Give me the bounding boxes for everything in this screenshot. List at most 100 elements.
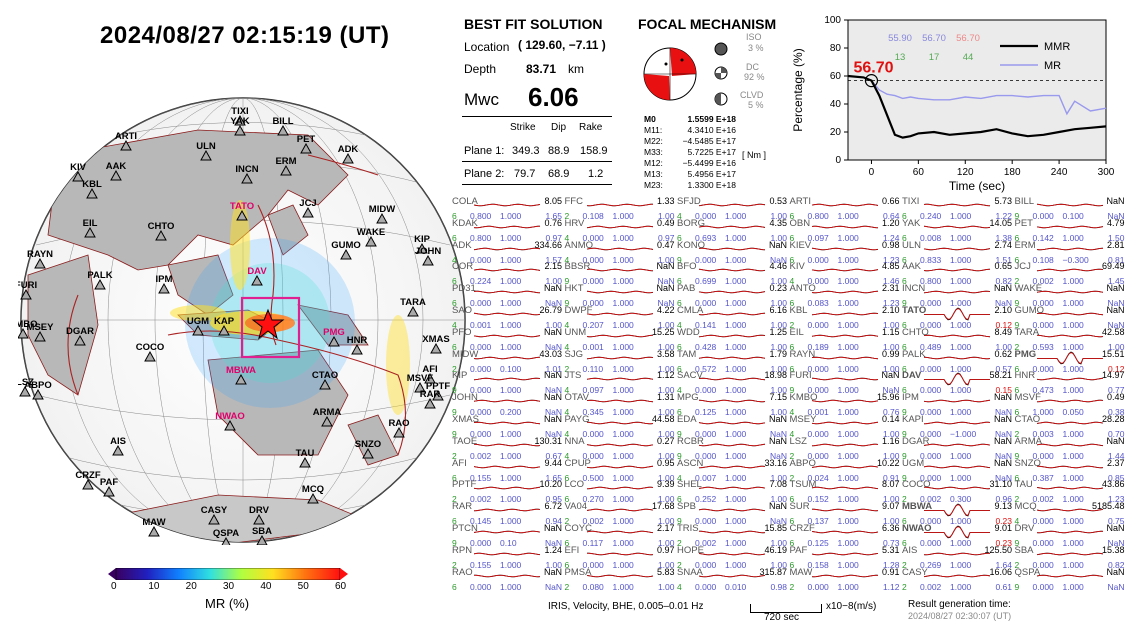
station-trace-ptcn[interactable]: PTCN NaN 9 0.000 0.10 NaN <box>452 523 562 549</box>
station-marker-rao[interactable] <box>393 426 405 438</box>
station-marker-mcq[interactable] <box>307 492 319 504</box>
station-trace-aak[interactable]: AAK 0.65 6 0.800 1.000 0.82 <box>902 261 1012 287</box>
station-marker-tato[interactable] <box>236 209 248 221</box>
station-trace-john[interactable]: JOHN NaN 9 0.000 0.200 NaN <box>452 392 562 418</box>
station-marker-jcj[interactable] <box>302 206 314 218</box>
station-marker-rayn[interactable] <box>34 257 46 269</box>
station-trace-ipm[interactable]: IPM NaN 9 0.000 1.000 NaN <box>902 392 1012 418</box>
station-trace-nwao[interactable]: NWAO 9.01 6 0.000 1.000 0.23 <box>902 523 1012 549</box>
station-trace-rcbr[interactable]: RCBR NaN 9 0.000 1.000 NaN <box>677 436 787 462</box>
station-marker-snzo[interactable] <box>362 447 374 459</box>
station-marker-incn[interactable] <box>241 172 253 184</box>
station-trace-paf[interactable]: PAF 5.31 6 0.158 1.000 1.28 <box>790 545 900 571</box>
station-trace-va04[interactable]: VA04 17.68 2 0.002 1.000 1.00 <box>565 501 675 527</box>
station-marker-adk[interactable] <box>342 152 354 164</box>
station-trace-cola[interactable]: COLA 8.05 6 0.800 1.000 1.65 <box>452 196 562 222</box>
station-trace-xmas[interactable]: XMAS NaN 9 0.000 1.000 NaN <box>452 414 562 440</box>
station-trace-ascn[interactable]: ASCN 33.16 4 0.007 1.000 1.00 <box>677 458 787 484</box>
station-trace-kiv[interactable]: KIV 4.85 4 0.000 1.000 1.46 <box>790 261 900 287</box>
station-trace-wake[interactable]: WAKE NaN 9 0.000 1.000 NaN <box>1015 283 1125 309</box>
station-marker-xmas[interactable] <box>430 342 442 354</box>
station-trace-kono[interactable]: KONO NaN 9 0.000 1.000 NaN <box>677 240 787 266</box>
station-marker-aak[interactable] <box>110 169 122 181</box>
station-trace-bill[interactable]: BILL NaN 9 0.000 0.100 NaN <box>1015 196 1125 222</box>
station-trace-midw[interactable]: MIDW 43.03 2 0.000 0.100 1.01 <box>452 349 562 375</box>
station-trace-adk[interactable]: ADK 334.66 4 0.000 1.000 1.57 <box>452 240 562 266</box>
station-marker-chto[interactable] <box>155 229 167 241</box>
station-trace-coyc[interactable]: COYC 2.17 6 0.117 1.000 1.00 <box>565 523 675 549</box>
station-marker-afi[interactable] <box>424 372 436 384</box>
station-trace-rao[interactable]: RAO NaN 6 0.000 1.000 NaN <box>452 567 562 593</box>
station-trace-dgar[interactable]: DGAR NaN 9 0.000 1.000 NaN <box>902 436 1012 462</box>
station-trace-sao[interactable]: SAO 26.79 4 0.001 1.000 1.00 <box>452 305 562 331</box>
station-marker-wake[interactable] <box>365 235 377 247</box>
station-trace-rayn[interactable]: RAYN 0.99 6 0.000 1.000 1.00 <box>790 349 900 375</box>
station-trace-sur[interactable]: SUR 9.07 6 0.137 1.000 1.00 <box>790 501 900 527</box>
station-trace-ctao[interactable]: CTAO 28.28 2 0.003 1.000 0.70 <box>1015 414 1125 440</box>
station-trace-rpn[interactable]: RPN 1.24 2 0.155 1.000 1.00 <box>452 545 562 571</box>
station-trace-furi[interactable]: FURI NaN 9 0.000 1.000 NaN <box>790 370 900 396</box>
station-trace-erm[interactable]: ERM 2.81 6 0.108 −0.300 0.81 <box>1015 240 1125 266</box>
station-marker-ctao[interactable] <box>319 378 331 390</box>
station-trace-obn[interactable]: OBN 1.20 6 0.097 1.000 1.24 <box>790 218 900 244</box>
station-trace-tam[interactable]: TAM 1.79 6 0.572 1.000 1.00 <box>677 349 787 375</box>
station-trace-kapi[interactable]: KAPI NaN 9 0.000 −1.000 NaN <box>902 414 1012 440</box>
station-trace-kmbo[interactable]: KMBO 15.96 4 0.001 1.000 0.76 <box>790 392 900 418</box>
station-marker-pet[interactable] <box>300 142 312 154</box>
station-marker-kmbo[interactable] <box>17 327 29 339</box>
station-trace-arma[interactable]: ARMA NaN 9 0.000 1.000 1.44 <box>1015 436 1125 462</box>
station-marker-bill[interactable] <box>277 124 289 136</box>
station-trace-borg[interactable]: BORG 4.35 6 0.693 1.000 1.00 <box>677 218 787 244</box>
station-trace-pfo[interactable]: PFO NaN 6 0.000 1.000 NaN <box>452 327 562 353</box>
station-marker-arti[interactable] <box>120 139 132 151</box>
station-marker-gumo[interactable] <box>340 248 352 260</box>
station-marker-crzf[interactable] <box>82 478 94 490</box>
station-marker-ipm[interactable] <box>158 282 170 294</box>
station-marker-msey[interactable] <box>34 330 46 342</box>
station-marker-kbl[interactable] <box>86 187 98 199</box>
station-trace-maw[interactable]: MAW 0.91 2 0.000 1.000 1.12 <box>790 567 900 593</box>
station-trace-unm[interactable]: UNM 15.25 4 0.001 1.000 1.00 <box>565 327 675 353</box>
station-trace-pmg[interactable]: PMG 15.51 6 0.000 1.000 0.12 <box>1015 349 1125 375</box>
station-trace-hkt[interactable]: HKT NaN 9 0.000 1.000 NaN <box>565 283 675 309</box>
station-marker-tara[interactable] <box>407 305 419 317</box>
station-trace-qspa[interactable]: QSPA NaN 9 0.000 1.000 NaN <box>1015 567 1125 593</box>
station-trace-sjg[interactable]: SJG 3.58 2 0.110 1.000 1.00 <box>565 349 675 375</box>
station-marker-yak[interactable] <box>234 124 246 136</box>
station-trace-pptf[interactable]: PPTF 10.20 2 0.002 1.000 0.95 <box>452 479 562 505</box>
station-trace-eil[interactable]: EIL 1.15 6 0.189 1.000 1.00 <box>790 327 900 353</box>
station-trace-abpo[interactable]: ABPO 10.22 2 0.024 1.000 0.91 <box>790 458 900 484</box>
station-trace-sfjd[interactable]: SFJD 0.53 4 0.000 1.000 1.00 <box>677 196 787 222</box>
station-marker-maw[interactable] <box>148 525 160 537</box>
station-trace-tris[interactable]: TRIS 15.85 2 0.002 1.000 1.00 <box>677 523 787 549</box>
station-marker-tau[interactable] <box>299 456 311 468</box>
station-trace-payg[interactable]: PAYG 44.58 4 0.000 1.000 1.00 <box>565 414 675 440</box>
station-trace-kiev[interactable]: KIEV 0.98 6 0.000 1.000 1.23 <box>790 240 900 266</box>
station-trace-casy[interactable]: CASY 16.06 2 0.002 1.000 0.61 <box>902 567 1012 593</box>
station-marker-eil[interactable] <box>84 226 96 238</box>
station-marker-pmg[interactable] <box>328 335 340 347</box>
station-marker-lsz[interactable] <box>19 385 31 397</box>
station-trace-anto[interactable]: ANTO 2.31 6 0.083 1.000 1.23 <box>790 283 900 309</box>
station-marker-arma[interactable] <box>321 415 333 427</box>
station-trace-anmo[interactable]: ANMO 0.47 4 0.000 1.000 1.00 <box>565 240 675 266</box>
station-marker-dav[interactable] <box>251 274 263 286</box>
station-trace-msey[interactable]: MSEY 0.14 4 0.000 1.000 1.00 <box>790 414 900 440</box>
station-marker-mbwa[interactable] <box>235 373 247 385</box>
station-marker-ugm[interactable] <box>192 324 204 336</box>
station-marker-john[interactable] <box>422 254 434 266</box>
station-trace-arti[interactable]: ARTI 0.66 6 0.800 1.000 0.64 <box>790 196 900 222</box>
station-trace-crzf[interactable]: CRZF 6.36 6 0.125 1.000 0.73 <box>790 523 900 549</box>
station-trace-hrv[interactable]: HRV 0.49 4 0.000 1.000 0.97 <box>565 218 675 244</box>
station-marker-nwao[interactable] <box>224 419 236 431</box>
station-marker-midw[interactable] <box>376 212 388 224</box>
station-trace-nna[interactable]: NNA 0.27 4 0.000 1.000 1.00 <box>565 436 675 462</box>
station-marker-casy[interactable] <box>208 513 220 525</box>
station-trace-yak[interactable]: YAK 14.05 6 0.008 1.000 1.38 <box>902 218 1012 244</box>
station-trace-cmla[interactable]: CMLA 6.16 4 0.141 1.000 1.00 <box>677 305 787 331</box>
station-trace-lco[interactable]: LCO 9.39 6 0.270 1.000 1.00 <box>565 479 675 505</box>
station-trace-bbsr[interactable]: BBSR NaN 9 0.000 1.000 NaN <box>565 261 675 287</box>
station-trace-tau[interactable]: TAU 43.86 2 0.002 1.000 1.23 <box>1015 479 1125 505</box>
station-trace-cor[interactable]: COR 2.15 6 0.224 1.000 1.00 <box>452 261 562 287</box>
station-trace-efi[interactable]: EFI 0.97 6 0.000 1.000 1.00 <box>565 545 675 571</box>
